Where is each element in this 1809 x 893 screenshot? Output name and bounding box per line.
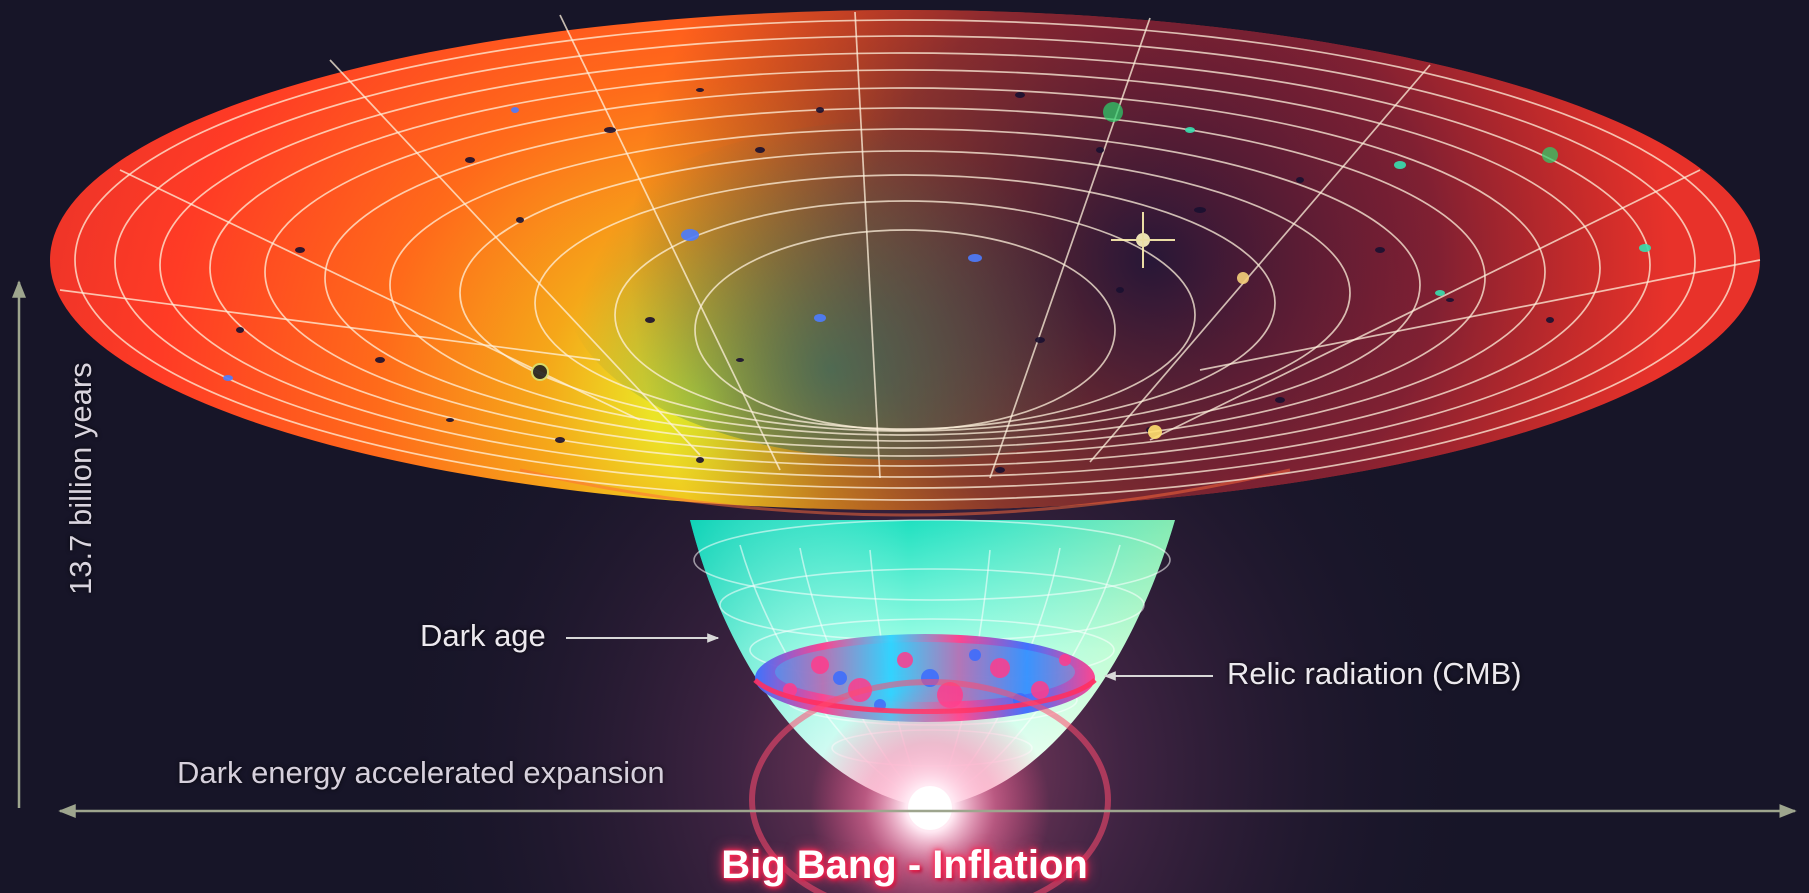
big-bang-label: Big Bang - Inflation bbox=[721, 843, 1088, 887]
relic-radiation-label: Relic radiation (CMB) bbox=[1227, 656, 1522, 691]
galaxies bbox=[223, 88, 1651, 473]
expansion-label: Dark energy accelerated expansion bbox=[177, 755, 665, 790]
big-bang-point bbox=[908, 786, 952, 830]
dark-age-label: Dark age bbox=[420, 618, 546, 653]
bright-star bbox=[1111, 212, 1175, 268]
time-axis-label: 13.7 billion years bbox=[63, 362, 98, 595]
spacetime-grid bbox=[59, 11, 1761, 501]
